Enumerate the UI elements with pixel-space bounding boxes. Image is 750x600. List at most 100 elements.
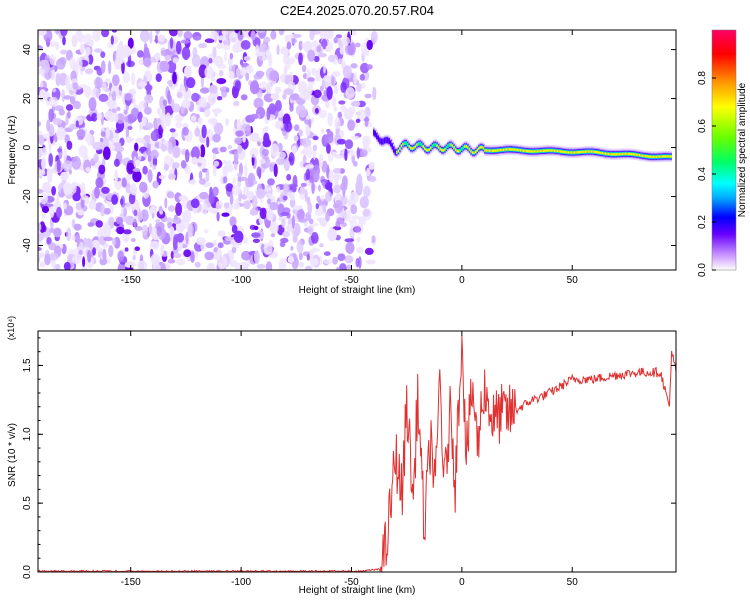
heatmap-noise-cell xyxy=(237,30,244,41)
heatmap-noise-cell xyxy=(288,183,298,188)
heatmap-noise-cell xyxy=(207,93,217,106)
heatmap-noise-cell xyxy=(51,259,56,270)
heatmap-signal-cell xyxy=(473,151,476,154)
heatmap-noise-cell xyxy=(143,47,150,57)
heatmap-noise-cell xyxy=(232,202,241,210)
heatmap-noise-cell xyxy=(137,81,147,87)
heatmap-noise-cell xyxy=(101,30,110,38)
heatmap-noise-cell xyxy=(180,160,187,169)
heatmap-layer xyxy=(38,30,672,270)
heatmap-noise-cell xyxy=(137,211,143,221)
heatmap-noise-cell xyxy=(40,81,44,88)
heatmap-noise-cell xyxy=(111,194,118,205)
heatmap-noise-cell xyxy=(132,96,136,108)
heatmap-noise-cell xyxy=(223,202,230,209)
heatmap-noise-cell xyxy=(337,253,346,262)
heatmap-noise-cell xyxy=(99,204,106,217)
heatmap-signal-cell xyxy=(648,155,651,158)
heatmap-noise-cell xyxy=(237,144,243,154)
heatmap-noise-cell xyxy=(216,248,221,259)
heatmap-signal-cell xyxy=(436,144,439,147)
heatmap-signal-cell xyxy=(508,148,512,151)
heatmap-signal-cell xyxy=(400,145,403,148)
heatmap-signal-cell xyxy=(646,155,649,158)
heatmap-signal-cell xyxy=(451,144,454,147)
heatmap-noise-cell xyxy=(327,112,334,127)
heatmap-signal-cell xyxy=(586,150,589,153)
heatmap-noise-cell xyxy=(298,106,307,118)
heatmap-noise-cell xyxy=(289,103,294,112)
heatmap-signal-cell xyxy=(447,144,450,148)
heatmap-noise-cell xyxy=(204,65,214,79)
heatmap-noise-cell xyxy=(228,31,239,43)
heatmap-noise-cell xyxy=(323,259,333,265)
heatmap-signal-cell xyxy=(521,149,524,152)
heatmap-noise-cell xyxy=(270,30,277,40)
y-tick-label: 1.5 xyxy=(22,358,33,372)
heatmap-noise-cell xyxy=(233,100,240,107)
heatmap-noise-cell xyxy=(312,40,319,48)
heatmap-signal-cell xyxy=(481,146,484,149)
heatmap-noise-cell xyxy=(333,106,338,112)
heatmap-noise-cell xyxy=(315,69,319,82)
heatmap-noise-cell xyxy=(175,202,183,216)
heatmap-noise-cell xyxy=(213,247,219,253)
heatmap-noise-cell xyxy=(266,82,272,94)
heatmap-noise-cell xyxy=(207,118,218,125)
heatmap-noise-cell xyxy=(216,211,220,222)
heatmap-noise-cell xyxy=(368,175,377,183)
heatmap-noise-cell xyxy=(176,233,185,243)
heatmap-noise-cell xyxy=(350,204,358,215)
heatmap-noise-cell xyxy=(270,233,276,238)
heatmap-noise-cell xyxy=(256,264,266,269)
heatmap-signal-cell xyxy=(442,149,445,152)
heatmap-noise-cell xyxy=(38,247,42,251)
heatmap-signal-cell xyxy=(638,154,641,157)
heatmap-noise-cell xyxy=(121,45,132,58)
heatmap-noise-cell xyxy=(198,117,203,125)
heatmap-noise-cell xyxy=(350,63,358,69)
heatmap-noise-cell xyxy=(288,156,293,163)
heatmap-noise-cell xyxy=(95,177,104,189)
heatmap-noise-cell xyxy=(107,60,112,75)
heatmap-noise-cell xyxy=(82,256,86,268)
heatmap-noise-cell xyxy=(298,261,305,268)
heatmap-noise-cell xyxy=(85,166,91,173)
heatmap-noise-cell xyxy=(229,52,234,60)
heatmap-signal-cell xyxy=(612,153,615,156)
heatmap-noise-cell xyxy=(345,87,355,99)
heatmap-noise-cell xyxy=(243,185,250,197)
heatmap-noise-cell xyxy=(311,232,319,244)
heatmap-noise-cell xyxy=(292,234,298,243)
heatmap-noise-cell xyxy=(200,242,207,252)
heatmap-noise-cell xyxy=(147,169,153,183)
heatmap-noise-cell xyxy=(292,33,302,38)
heatmap-noise-cell xyxy=(337,58,343,65)
heatmap-noise-cell xyxy=(76,33,85,43)
heatmap-noise-cell xyxy=(318,109,328,119)
heatmap-noise-cell xyxy=(307,49,316,62)
heatmap-noise-cell xyxy=(279,241,286,248)
heatmap-noise-cell xyxy=(286,223,294,233)
heatmap-noise-cell xyxy=(346,264,352,270)
heatmap-noise-cell xyxy=(250,30,256,41)
heatmap-noise-cell xyxy=(123,229,132,235)
heatmap-noise-cell xyxy=(366,64,373,70)
heatmap-noise-cell xyxy=(263,36,271,43)
colorbar: 0.0 0.2 0.4 0.6 0.8 Normalized spectral ampl… xyxy=(697,29,748,277)
heatmap-noise-cell xyxy=(115,89,123,99)
heatmap-signal-cell xyxy=(640,154,643,157)
heatmap-noise-cell xyxy=(356,83,362,93)
heatmap-signal-cell xyxy=(417,142,420,146)
heatmap-noise-cell xyxy=(150,130,160,142)
heatmap-noise-cell xyxy=(48,96,59,107)
heatmap-noise-cell xyxy=(332,71,341,77)
heatmap-signal-cell xyxy=(649,155,652,158)
heatmap-signal-cell xyxy=(430,146,433,149)
heatmap-noise-cell xyxy=(340,81,347,94)
heatmap-signal-cell xyxy=(629,152,632,156)
heatmap-noise-cell xyxy=(190,198,200,209)
heatmap-noise-cell xyxy=(56,158,61,173)
heatmap-noise-cell xyxy=(155,219,161,224)
heatmap-signal-cell xyxy=(555,149,558,152)
